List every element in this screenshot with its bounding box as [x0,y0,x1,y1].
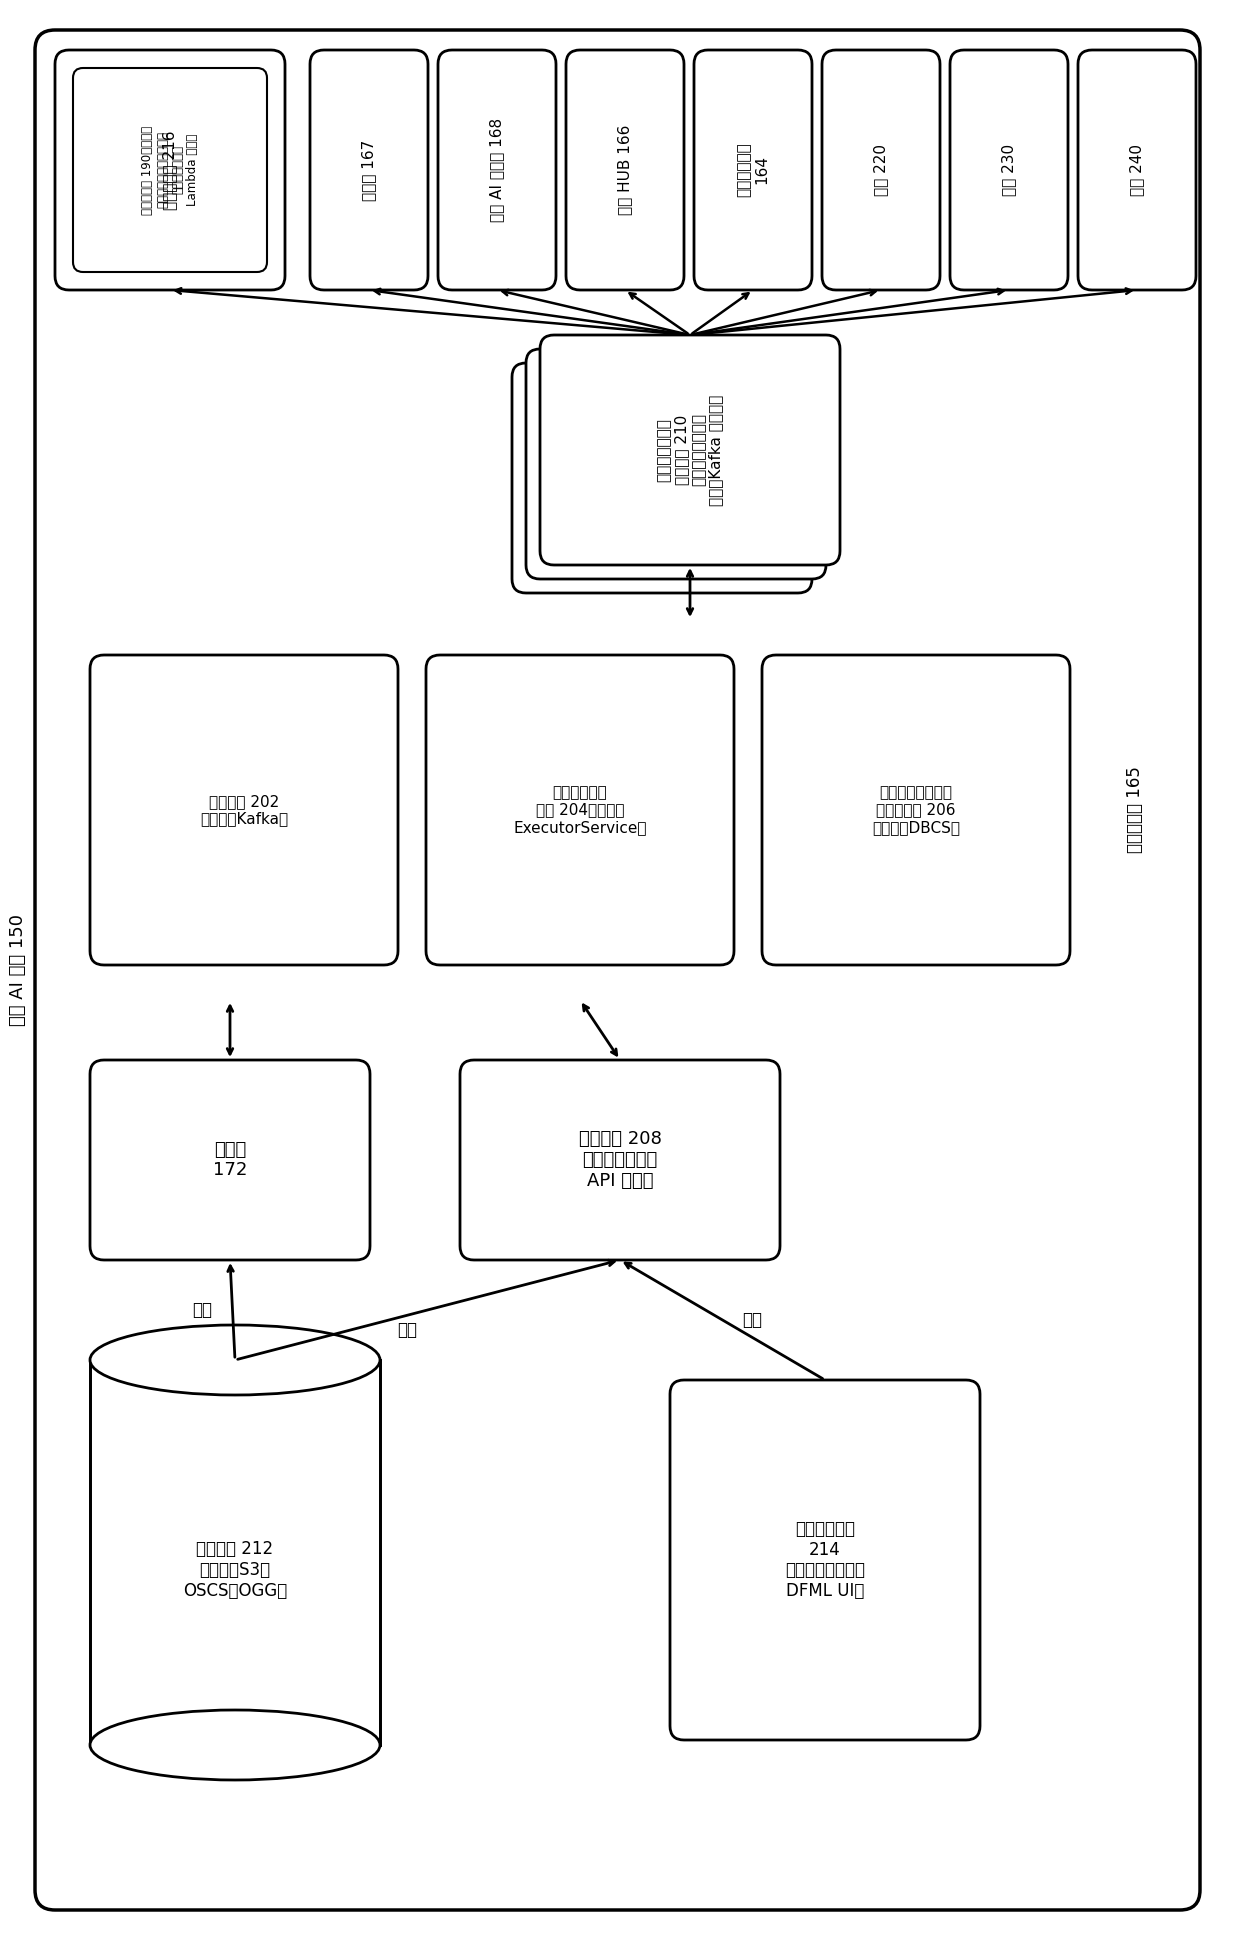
Text: 应用设计服务
164: 应用设计服务 164 [737,142,769,197]
Text: 事件配置发布器、
事件消费者 206
（例如，DBCS）: 事件配置发布器、 事件消费者 206 （例如，DBCS） [872,785,960,835]
Text: 数据 AI 系统 150: 数据 AI 系统 150 [9,914,27,1027]
FancyBboxPatch shape [1078,51,1197,291]
FancyBboxPatch shape [763,656,1070,964]
FancyBboxPatch shape [565,51,684,291]
Text: 调度 240: 调度 240 [1130,144,1145,195]
FancyBboxPatch shape [950,51,1068,291]
Text: 数据 AI 子系统 168: 数据 AI 子系统 168 [490,117,505,223]
Bar [91,1361,379,1745]
Text: 数据湖 167: 数据湖 167 [362,139,377,201]
Text: 事件引导程序
服务 204（例如，
ExecutorService）: 事件引导程序 服务 204（例如， ExecutorService） [513,785,647,835]
Ellipse shape [91,1325,379,1396]
FancyBboxPatch shape [91,1060,370,1259]
Text: 图形用户界面
214
（例如，浏览器、
DFML UI）: 图形用户界面 214 （例如，浏览器、 DFML UI） [785,1521,866,1601]
FancyBboxPatch shape [539,336,839,564]
FancyBboxPatch shape [670,1380,980,1739]
FancyBboxPatch shape [438,51,556,291]
Ellipse shape [91,1710,379,1780]
Text: 系统 HUB 166: 系统 HUB 166 [618,125,632,215]
FancyBboxPatch shape [35,29,1200,1909]
FancyBboxPatch shape [822,51,940,291]
FancyBboxPatch shape [91,656,398,964]
Text: 应用运行时 216: 应用运行时 216 [162,131,177,209]
Text: 数据: 数据 [192,1300,212,1320]
Text: 摄取 220: 摄取 220 [873,144,889,195]
FancyBboxPatch shape [55,51,285,291]
Text: 数据流应用 190（例如，
（一个或多个）流水线、
（一个或多个）
Lambda 应用）: 数据流应用 190（例如， （一个或多个）流水线、 （一个或多个） Lambda… [141,125,198,215]
Text: 发布 230: 发布 230 [1002,144,1017,195]
FancyBboxPatch shape [460,1060,780,1259]
Text: 边缘层
172: 边缘层 172 [213,1140,247,1179]
FancyBboxPatch shape [694,51,812,291]
Text: 外部数据 212
（例如，S3、
OSCS、OGG）: 外部数据 212 （例如，S3、 OSCS、OGG） [182,1540,288,1601]
FancyBboxPatch shape [310,51,428,291]
Text: 数据: 数据 [398,1322,418,1339]
Text: 系统外观 208
（例如，事件、
API 扩展）: 系统外观 208 （例如，事件、 API 扩展） [579,1130,661,1191]
Text: 事件队列 202
（例如，Kafka）: 事件队列 202 （例如，Kafka） [200,794,288,826]
FancyBboxPatch shape [512,363,812,593]
Text: （一个或多个）
事件中介 210
（例如，（一个或
多个）Kafka 消费者）: （一个或多个） 事件中介 210 （例如，（一个或 多个）Kafka 消费者） [656,394,724,506]
Text: 事件协调器 165: 事件协调器 165 [1126,767,1145,853]
FancyBboxPatch shape [427,656,734,964]
FancyBboxPatch shape [73,68,267,271]
FancyBboxPatch shape [55,621,1105,999]
Text: 事件: 事件 [743,1312,763,1329]
FancyBboxPatch shape [526,349,826,580]
